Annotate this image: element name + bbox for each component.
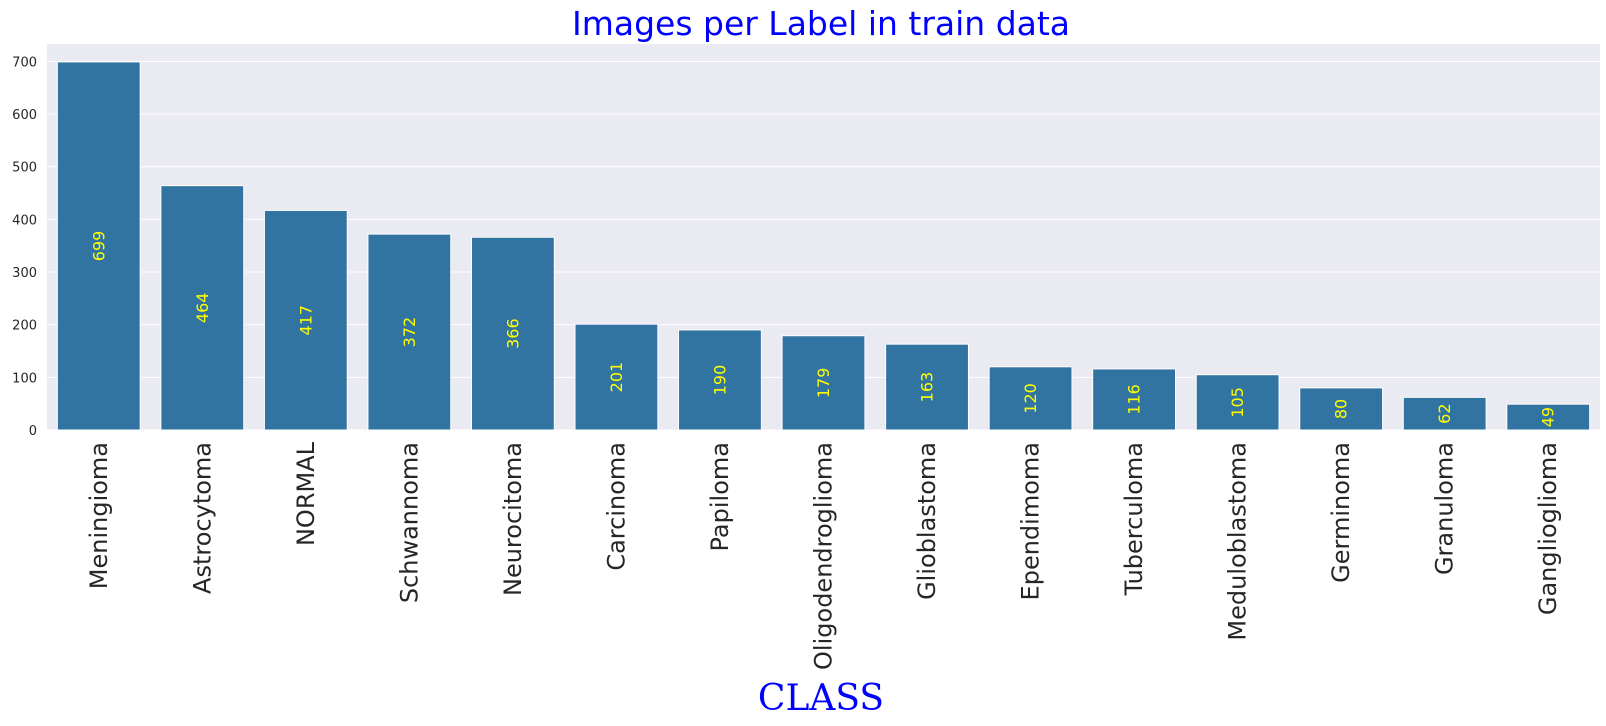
data-label: 190 [710, 365, 729, 396]
x-tick-label: Meduloblastoma [1224, 442, 1252, 641]
data-label: 80 [1332, 399, 1351, 419]
x-axis-label: CLASS [758, 678, 884, 719]
y-tick-label: 0 [29, 424, 37, 439]
bars [56, 61, 1591, 431]
x-tick-label: Carcinoma [602, 442, 630, 571]
bar-papiloma [678, 329, 762, 431]
x-axis-ticks: Meningioma Astrocytoma NORMAL Schwannoma Neu… [85, 441, 1562, 670]
y-tick-label: 300 [12, 266, 37, 281]
data-label: 163 [918, 372, 937, 403]
data-label: 49 [1539, 407, 1558, 427]
x-tick-label: Ependimoma [1017, 442, 1045, 600]
x-tick-label: Papiloma [706, 442, 734, 551]
x-tick-label: Granuloma [1431, 442, 1459, 575]
data-label: 62 [1435, 403, 1454, 423]
x-tick-label: Schwannoma [395, 442, 423, 603]
bar-ganglioglioma [1506, 403, 1591, 431]
y-tick-label: 700 [12, 55, 37, 70]
x-tick-label: Meningioma [85, 442, 113, 589]
bar-meduloblastoma [1195, 374, 1280, 431]
bar-normal [263, 209, 348, 431]
x-tick-label: NORMAL [292, 441, 320, 546]
data-label: 120 [1021, 383, 1040, 414]
x-tick-label: Germinoma [1327, 442, 1355, 583]
bar-astrocytoma [160, 185, 245, 431]
data-label: 417 [296, 305, 315, 336]
bar-schwannoma [367, 233, 452, 431]
x-tick-label: Astrocytoma [188, 442, 216, 594]
data-label: 179 [814, 368, 833, 399]
y-tick-label: 500 [12, 161, 37, 176]
y-tick-label: 100 [12, 371, 37, 386]
x-tick-label: Glioblastoma [913, 442, 941, 600]
bar-granuloma [1402, 396, 1487, 431]
x-tick-label: Neurocitoma [499, 442, 527, 596]
bar-ependimoma [988, 366, 1073, 431]
bar-glioblastoma [885, 343, 969, 431]
data-label: 464 [193, 293, 212, 324]
bar-germinoma [1299, 387, 1384, 431]
chart-title: Images per Label in train data [572, 4, 1070, 43]
data-label: 372 [400, 317, 419, 348]
data-label: 366 [503, 318, 522, 349]
y-tick-label: 200 [12, 319, 37, 334]
x-tick-label: Oligodendroglioma [810, 442, 838, 670]
bar-neurocitoma [470, 236, 555, 431]
bar-tuberculoma [1092, 368, 1177, 431]
y-tick-label: 400 [12, 213, 37, 228]
y-tick-label: 600 [12, 108, 37, 123]
x-tick-label: Tuberculoma [1120, 442, 1148, 596]
data-label: 105 [1228, 387, 1247, 418]
data-labels: 699 464 417 372 366 201 190 179 163 120 116 105 80 62… [89, 231, 1557, 428]
y-axis-ticks: 0 100 200 300 400 500 600 700 [12, 55, 37, 439]
bar-carcinoma [574, 323, 659, 431]
x-tick-label: Ganglioglioma [1534, 442, 1562, 615]
bar-oligodendroglioma [781, 335, 866, 431]
data-label: 116 [1125, 384, 1144, 415]
data-label: 201 [607, 362, 626, 393]
bar-meningioma [56, 61, 141, 431]
data-label: 699 [89, 231, 108, 262]
